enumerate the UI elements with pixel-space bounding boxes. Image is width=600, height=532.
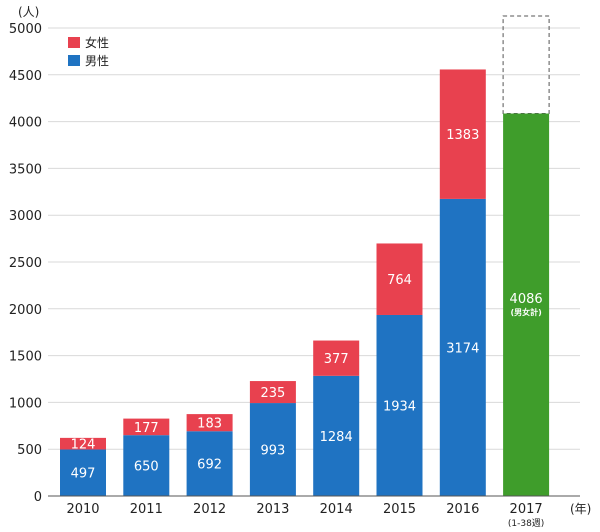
- x-axis-ticks: 2010 2011 2012 2013 2014 2015 2016 2017(1-38週): [66, 502, 544, 529]
- bar-segment-2014-male: [313, 375, 360, 496]
- bar-segment-2010-female: [60, 437, 106, 450]
- y-tick-label: 0: [34, 490, 42, 505]
- y-tick-label: 4500: [9, 69, 42, 84]
- bar-segment-2015-male: [376, 314, 423, 496]
- bar-segment-2015-female: [376, 243, 423, 315]
- bar-value-label: 124: [71, 438, 96, 453]
- x-tick-label: 2017: [510, 502, 543, 517]
- bar-segment-2016-female: [439, 69, 486, 199]
- bar-value-label: 993: [260, 444, 285, 459]
- x-tick-label: 2010: [66, 502, 99, 517]
- bar-segment-2012-male: [186, 431, 233, 496]
- bar-value-label: 3174: [446, 341, 479, 356]
- bar-segment-2014-female: [313, 340, 360, 376]
- bar-value-label: 1383: [446, 128, 479, 143]
- bar-value-label: 1284: [320, 430, 353, 445]
- bar-segment-2010-male: [60, 449, 106, 496]
- projection-outline: [502, 15, 550, 115]
- bar-segment-2013-male: [249, 403, 296, 496]
- total-value-label: 4086: [510, 292, 543, 307]
- x-tick-note: (1-38週): [508, 518, 544, 529]
- y-tick-label: 2000: [9, 303, 42, 318]
- bar-value-label: 377: [324, 352, 349, 367]
- bar-segment-2016-male: [439, 198, 486, 496]
- bar-value-label: 497: [71, 467, 96, 482]
- bar-value-label: 177: [134, 421, 159, 436]
- x-tick-label: 2011: [130, 502, 163, 517]
- legend-swatch-female: [68, 37, 80, 48]
- bar-segment-2011-male: [123, 435, 170, 496]
- x-tick-label: 2014: [320, 502, 353, 517]
- bars: 497 124 650 177 692 183 993 235 1284 377 1934 764 31…: [60, 15, 550, 496]
- bar-segment-2011-female: [123, 418, 170, 436]
- bar-segment-2012-female: [186, 414, 233, 432]
- y-tick-label: 3500: [9, 162, 42, 177]
- bar-value-label: 235: [260, 386, 285, 401]
- y-tick-label: 4000: [9, 116, 42, 131]
- x-axis-unit: (年): [570, 502, 591, 516]
- legend-label-female: 女性: [85, 35, 109, 50]
- y-axis-ticks: 0 500 1000 1500 2000 2500 3000 3500 4000 4500 5000: [9, 22, 42, 505]
- x-tick-label: 2012: [193, 502, 226, 517]
- x-tick-label: 2016: [446, 502, 479, 517]
- y-tick-label: 2500: [9, 256, 42, 271]
- y-axis-unit: (人): [18, 5, 39, 19]
- bar-value-label: 764: [387, 273, 412, 288]
- y-tick-label: 3000: [9, 209, 42, 224]
- y-tick-label: 1500: [9, 350, 42, 365]
- bar-value-label: 650: [134, 460, 159, 475]
- total-sub-label: (男女計): [510, 307, 541, 317]
- bar-value-label: 692: [197, 458, 222, 473]
- y-tick-label: 500: [17, 443, 42, 458]
- y-tick-label: 1000: [9, 396, 42, 411]
- x-tick-label: 2015: [383, 502, 416, 517]
- y-tick-label: 5000: [9, 22, 42, 37]
- legend-swatch-male: [68, 55, 80, 66]
- bar-segment-2013-female: [249, 381, 296, 404]
- bar-value-label: 183: [197, 417, 222, 432]
- legend-label-male: 男性: [85, 54, 109, 68]
- bar-total-2017: [503, 113, 550, 496]
- legend: 女性 男性: [68, 35, 109, 68]
- bar-value-label: 1934: [383, 399, 416, 414]
- x-tick-label: 2013: [256, 502, 289, 517]
